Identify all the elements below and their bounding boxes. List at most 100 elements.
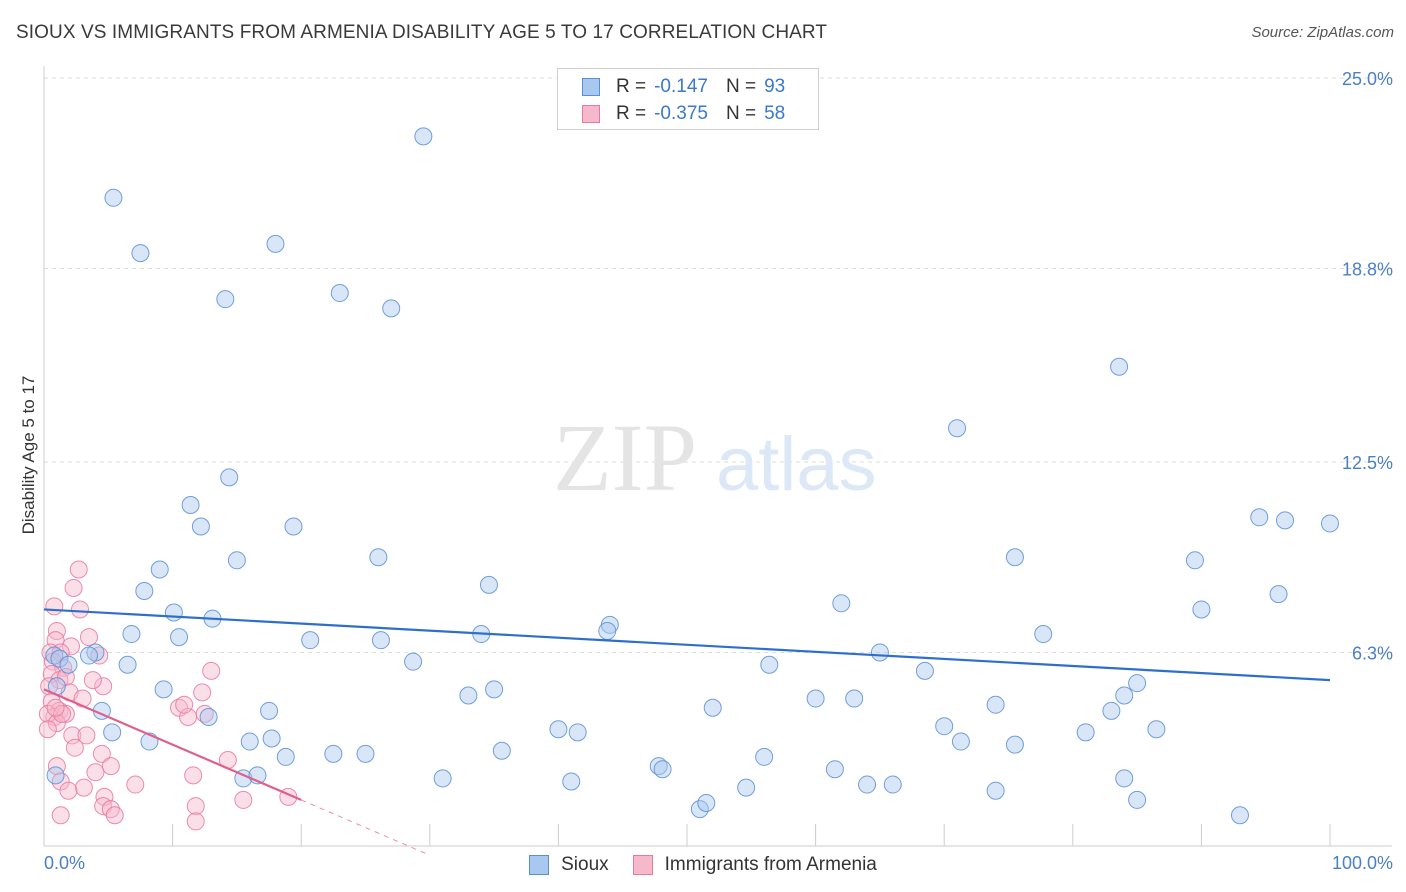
sioux-point <box>433 769 452 788</box>
sioux-point <box>653 760 672 779</box>
sioux-point <box>150 560 169 579</box>
sioux-point <box>266 234 285 253</box>
armenia-point <box>47 757 66 776</box>
sioux-point <box>948 419 967 438</box>
sioux-point <box>825 760 844 779</box>
legend-n-label: N = <box>725 103 757 124</box>
sioux-point <box>191 517 210 536</box>
sioux-point <box>485 680 504 699</box>
sioux-point <box>1321 514 1339 533</box>
armenia-point <box>94 677 113 696</box>
sioux-point <box>951 732 970 751</box>
armenia-point <box>51 806 70 825</box>
trend-lines <box>43 608 1331 856</box>
sioux-point <box>755 747 774 766</box>
sioux-point <box>1269 585 1288 604</box>
source-label: Source: ZipAtlas.com <box>1251 24 1394 41</box>
sioux-point <box>170 628 189 647</box>
sioux-point <box>164 603 183 622</box>
sioux-point <box>806 689 825 708</box>
sioux-point <box>1192 600 1211 619</box>
armenia-point <box>56 704 75 723</box>
sioux-point <box>382 299 401 318</box>
x-tick-label-min: 0.0% <box>44 853 85 873</box>
legend-item-sioux[interactable]: Sioux <box>529 854 609 876</box>
armenia-point <box>184 766 203 785</box>
sioux-point <box>104 188 123 207</box>
armenia-point <box>46 698 65 717</box>
sioux-point <box>1128 674 1147 693</box>
armenia-point <box>101 757 120 776</box>
y-tick-label: 6.3% <box>1352 643 1393 663</box>
sioux-point <box>1185 551 1204 570</box>
axes <box>43 66 1392 847</box>
armenia-point <box>47 621 66 640</box>
armenia-point <box>80 628 99 647</box>
sioux-point <box>50 649 69 668</box>
sioux-point <box>737 778 756 797</box>
legend-label-sioux: Sioux <box>561 854 609 875</box>
armenia-trend-extension <box>301 799 430 856</box>
armenia-trend-line <box>43 688 302 801</box>
sioux-point <box>479 575 498 594</box>
sioux-point <box>276 747 295 766</box>
sioux-trend-line <box>43 608 1331 682</box>
armenia-point <box>45 597 64 616</box>
armenia-point <box>193 683 212 702</box>
legend-r-value: -0.375 <box>654 103 708 124</box>
armenia-point <box>202 661 221 680</box>
sioux-point <box>845 689 864 708</box>
sioux-point <box>216 290 235 309</box>
legend-label-armenia: Immigrants from Armenia <box>664 854 877 875</box>
armenia-point <box>47 714 66 733</box>
series-legend: Sioux Immigrants from Armenia <box>0 852 1406 878</box>
sioux-point <box>414 127 433 146</box>
watermark-zip: ZIP <box>553 404 697 511</box>
sioux-point <box>262 729 281 748</box>
y-tick-label: 12.5% <box>1342 453 1393 473</box>
sioux-point <box>324 744 343 763</box>
watermark: ZIP atlas <box>553 404 877 511</box>
sioux-point <box>1128 790 1147 809</box>
armenia-point <box>170 698 189 717</box>
sioux-point <box>832 594 851 613</box>
watermark-atlas: atlas <box>716 422 877 507</box>
armenia-point <box>65 738 84 757</box>
sioux-point <box>240 732 259 751</box>
y-tick-label: 25.0% <box>1342 69 1393 89</box>
sioux-point <box>154 680 173 699</box>
armenia-point <box>175 695 194 714</box>
armenia-point <box>126 775 145 794</box>
armenia-swatch <box>582 105 600 123</box>
armenia-point <box>64 578 83 597</box>
sioux-point <box>404 652 423 671</box>
sioux-point <box>760 655 779 674</box>
sioux-point <box>1115 769 1134 788</box>
sioux-point <box>131 244 150 263</box>
sioux-point <box>369 548 388 567</box>
x-tick-label-max: 100.0% <box>1332 853 1393 873</box>
sioux-point <box>459 686 478 705</box>
sioux-point <box>915 661 934 680</box>
sioux-points <box>45 127 1339 825</box>
legend-row-sioux: R = -0.147 N = 93 <box>582 74 785 100</box>
sioux-point <box>122 625 141 644</box>
sioux-point <box>45 646 64 665</box>
sioux-point <box>1147 720 1166 739</box>
sioux-point <box>227 551 246 570</box>
legend-n-value: 58 <box>764 103 786 124</box>
sioux-point <box>103 723 122 742</box>
sioux-point <box>492 741 511 760</box>
sioux-point <box>1230 806 1249 825</box>
armenia-point <box>186 812 205 831</box>
sioux-point <box>199 707 218 726</box>
sioux-point <box>1102 701 1121 720</box>
sioux-point <box>356 744 375 763</box>
legend-item-armenia[interactable]: Immigrants from Armenia <box>632 854 877 876</box>
armenia-point <box>71 600 90 619</box>
sioux-point <box>1250 508 1269 527</box>
sioux-swatch <box>582 78 600 96</box>
sioux-point <box>1115 686 1134 705</box>
sioux-point <box>1005 548 1024 567</box>
sioux-point <box>284 517 303 536</box>
